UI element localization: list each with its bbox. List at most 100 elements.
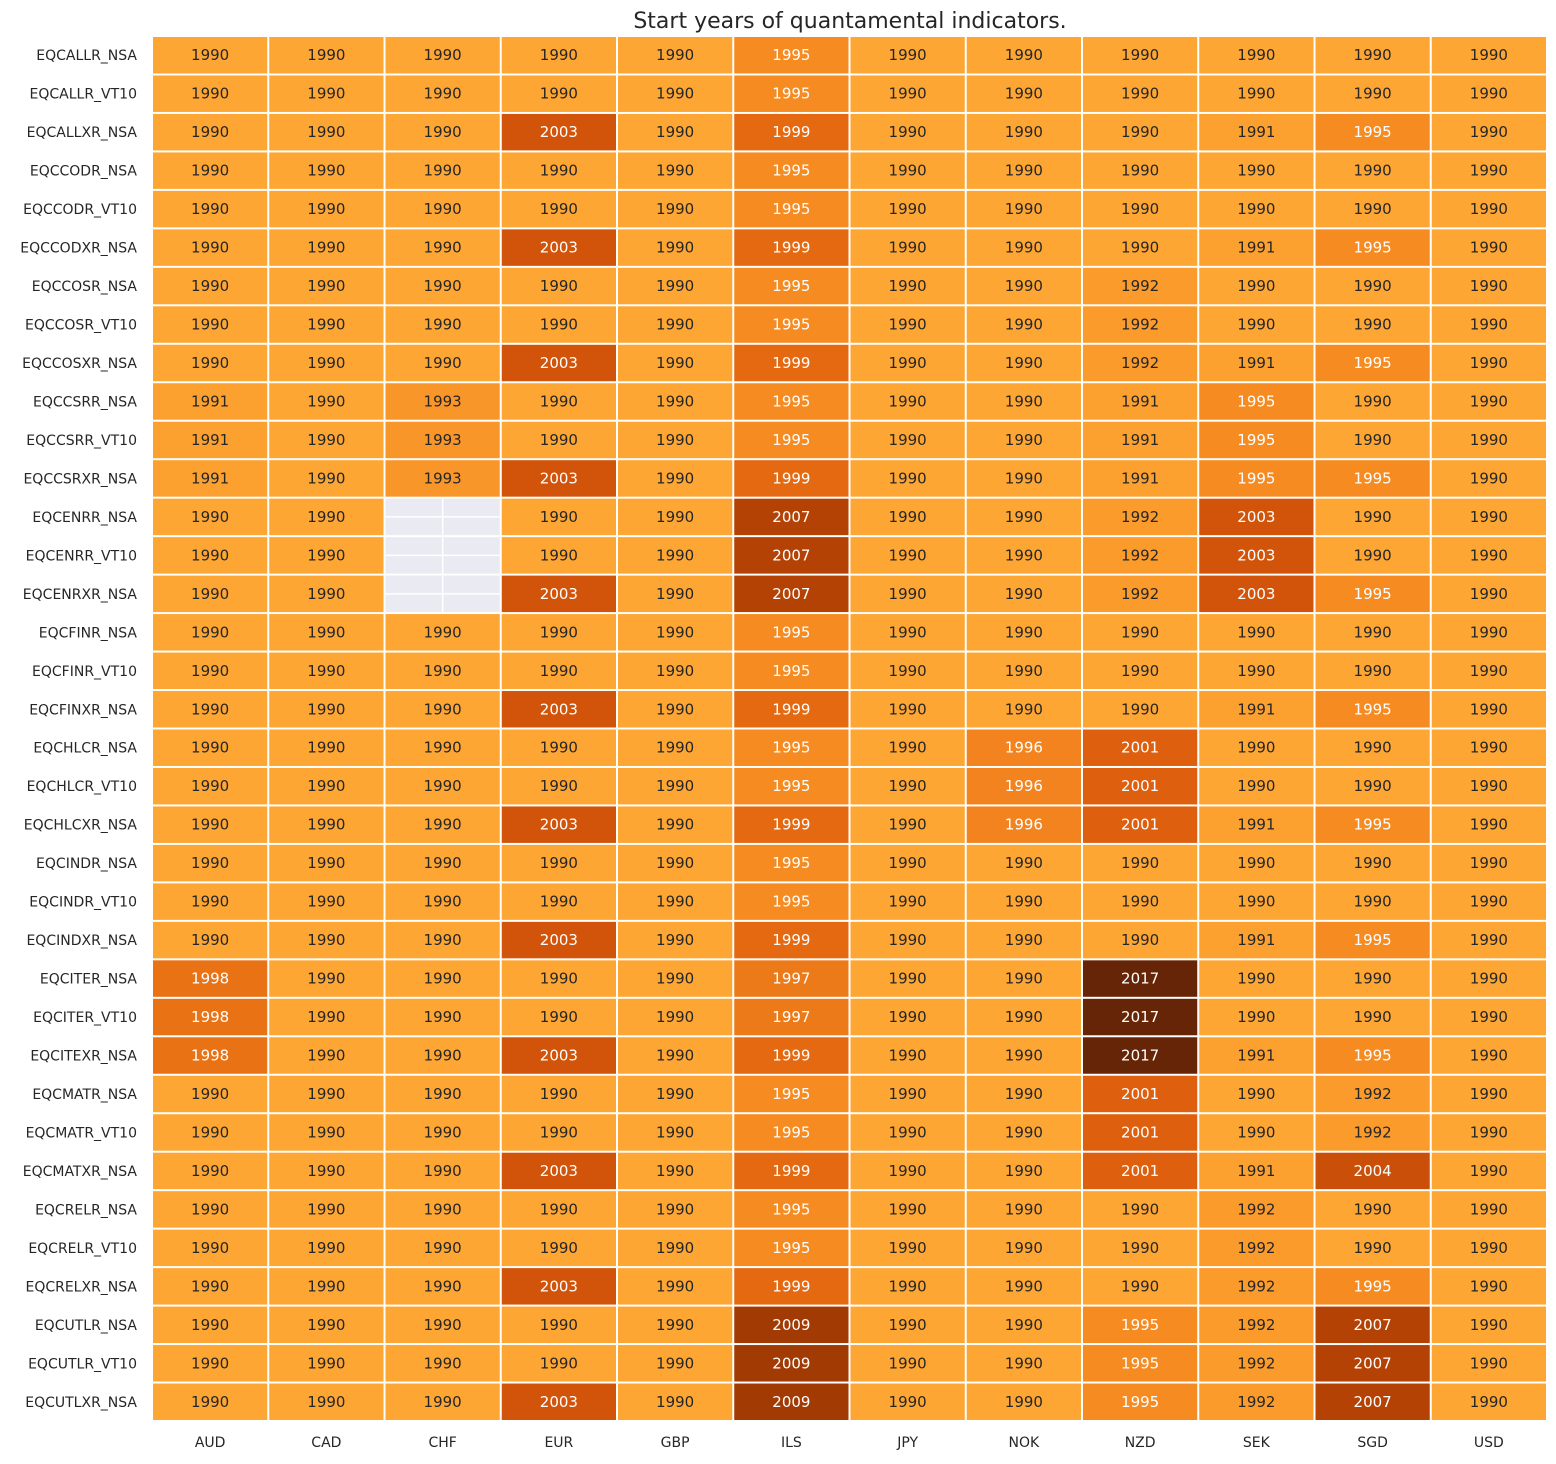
cell-value-label: 1990 (424, 200, 462, 218)
y-tick-label: EQCINDXR_NSA (26, 933, 137, 949)
heatmap-cell (1315, 1268, 1430, 1305)
cell-value-label: 1990 (656, 508, 694, 526)
heatmap-cell (385, 1306, 500, 1344)
heatmap-cell (269, 383, 384, 420)
cell-value-label: 1990 (1354, 662, 1392, 680)
heatmap-cell (153, 1075, 268, 1113)
heatmap-cell (1083, 1191, 1198, 1228)
heatmap-cell (385, 652, 500, 690)
x-tick-label: GBP (661, 1435, 690, 1451)
heatmap-cell (1315, 883, 1430, 920)
y-tick-label: EQCITER_VT10 (33, 1010, 137, 1026)
heatmap-cell (385, 190, 500, 228)
cell-value-label: 1990 (889, 585, 927, 603)
cell-value-label: 1990 (1121, 239, 1159, 257)
y-tick-label: EQCHLCXR_NSA (24, 818, 138, 834)
cell-value-label: 1990 (656, 662, 694, 680)
cell-value-label: 1990 (1237, 85, 1275, 103)
cell-value-label: 1990 (191, 354, 229, 372)
heatmap-cell (1431, 1345, 1546, 1382)
heatmap-cell (850, 229, 965, 266)
heatmap-cell (734, 421, 849, 459)
heatmap-cell (618, 1191, 733, 1228)
cell-value-label: 1990 (889, 277, 927, 295)
cell-value-label: 1996 (1005, 816, 1043, 834)
heatmap-cell (1431, 344, 1546, 382)
cell-value-label: 1990 (889, 970, 927, 988)
cell-value-label: 1990 (1121, 46, 1159, 64)
heatmap-cell (153, 190, 268, 228)
cell-value-label: 1990 (1470, 1162, 1508, 1180)
heatmap-cell (269, 767, 384, 805)
heatmap-cell (850, 383, 965, 420)
heatmap-cell (966, 844, 1081, 882)
heatmap-cell (269, 652, 384, 690)
heatmap-cell (269, 229, 384, 266)
x-tick-label: USD (1474, 1435, 1504, 1451)
cell-value-label: 1995 (1237, 431, 1275, 449)
heatmap-cell (1315, 1191, 1430, 1228)
heatmap-cell (501, 1037, 616, 1074)
heatmap-cell (1199, 421, 1314, 459)
heatmap-cell (618, 844, 733, 882)
heatmap-cell (1315, 998, 1430, 1036)
heatmap-cell (1431, 960, 1546, 997)
heatmap-cell (966, 152, 1081, 189)
cell-value-label: 1990 (1470, 893, 1508, 911)
heatmap-cell (618, 152, 733, 189)
heatmap-cell (153, 1229, 268, 1267)
cell-value-label: 1990 (889, 854, 927, 872)
y-tick-label: EQCMATR_NSA (32, 1087, 137, 1103)
heatmap-cell (269, 537, 384, 574)
heatmap-cell (966, 652, 1081, 690)
cell-value-label: 1990 (1470, 316, 1508, 334)
cell-value-label: 1990 (1470, 85, 1508, 103)
heatmap-cell (850, 767, 965, 805)
cell-value-label: 1995 (1354, 239, 1392, 257)
heatmap-cell (1199, 1306, 1314, 1344)
cell-value-label: 1990 (307, 1277, 345, 1295)
cell-value-label: 1999 (772, 239, 810, 257)
cell-value-label: 1995 (1354, 816, 1392, 834)
heatmap-cell (618, 1114, 733, 1151)
heatmap-cell (734, 806, 849, 843)
heatmap-cell (385, 306, 500, 343)
cell-value-label: 1991 (191, 431, 229, 449)
cell-value-label: 1995 (1354, 354, 1392, 372)
cell-value-label: 1990 (191, 200, 229, 218)
y-tick-label: EQCMATR_VT10 (26, 1125, 137, 1141)
heatmap-cell (1083, 37, 1198, 74)
heatmap-cell (1315, 1383, 1430, 1420)
heatmap-cell (501, 960, 616, 997)
cell-value-label: 1990 (307, 1123, 345, 1141)
cell-value-label: 1995 (772, 662, 810, 680)
heatmap-cell (850, 344, 965, 382)
y-tick-label: EQCINDR_VT10 (29, 895, 137, 911)
x-tick-label: NOK (1009, 1435, 1040, 1451)
heatmap-cell (153, 152, 268, 189)
heatmap-cell (501, 1383, 616, 1420)
heatmap-cell (501, 1345, 616, 1382)
heatmap-cell (269, 729, 384, 766)
heatmap-cell (1431, 806, 1546, 843)
heatmap-cell (966, 537, 1081, 574)
cell-value-label: 1990 (307, 1316, 345, 1334)
cell-value-label: 1999 (772, 123, 810, 141)
cell-value-label: 1991 (1237, 931, 1275, 949)
heatmap-cell (501, 575, 616, 613)
heatmap-cell (966, 75, 1081, 112)
heatmap-cell (734, 75, 849, 112)
cell-value-label: 1990 (307, 739, 345, 757)
heatmap-cell (966, 1306, 1081, 1344)
heatmap-cell (269, 921, 384, 959)
heatmap-cell (385, 1345, 500, 1382)
cell-value-label: 1990 (1470, 1123, 1508, 1141)
cell-value-label: 1990 (191, 1200, 229, 1218)
cell-value-label: 1995 (772, 1123, 810, 1141)
heatmap-cell (1199, 998, 1314, 1036)
cell-value-label: 1990 (424, 1008, 462, 1026)
heatmap-cell (1083, 575, 1198, 613)
cell-value-label: 1990 (1005, 1008, 1043, 1026)
cell-value-label: 1990 (424, 1085, 462, 1103)
cell-value-label: 1993 (424, 469, 462, 487)
